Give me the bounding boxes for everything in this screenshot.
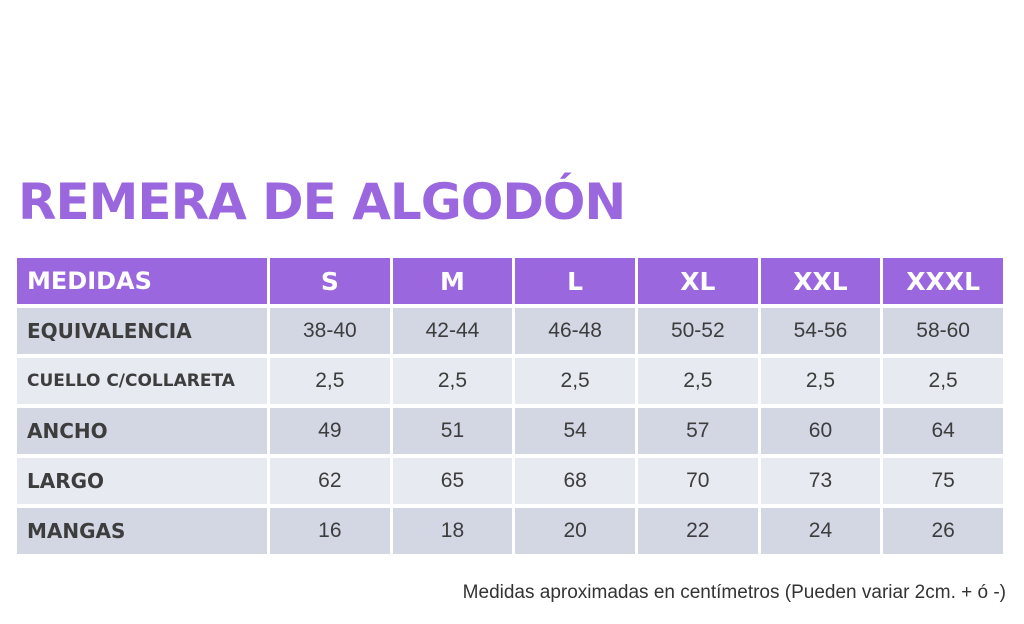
table-cell: 70 (637, 458, 758, 504)
table-cell: 42-44 (392, 308, 513, 354)
table-row: LARGO 62 65 68 70 73 75 (17, 458, 1003, 504)
row-label-cuello: CUELLO C/COLLARETA (17, 358, 267, 404)
table-cell: 2,5 (760, 358, 881, 404)
row-label-largo: LARGO (17, 458, 267, 504)
table-cell: 64 (883, 408, 1003, 454)
row-label-mangas: MANGAS (17, 508, 267, 554)
table-cell: 46-48 (515, 308, 635, 354)
header-size-xxl: XXL (760, 258, 881, 304)
header-size-l: L (515, 258, 635, 304)
table-cell: 73 (760, 458, 881, 504)
table-cell: 20 (515, 508, 635, 554)
table-cell: 49 (270, 408, 390, 454)
table-cell: 54-56 (760, 308, 881, 354)
table-cell: 2,5 (637, 358, 758, 404)
header-size-xxxl: XXXL (883, 258, 1003, 304)
header-size-m: M (392, 258, 513, 304)
table-cell: 2,5 (392, 358, 513, 404)
row-label-equivalencia: EQUIVALENCIA (17, 308, 267, 354)
header-size-s: S (270, 258, 390, 304)
table-cell: 50-52 (637, 308, 758, 354)
table-row: EQUIVALENCIA 38-40 42-44 46-48 50-52 54-… (17, 308, 1003, 354)
header-label: MEDIDAS (17, 258, 267, 304)
table-cell: 58-60 (883, 308, 1003, 354)
table-cell: 60 (760, 408, 881, 454)
table-cell: 16 (270, 508, 390, 554)
table-cell: 54 (515, 408, 635, 454)
table-header-row: MEDIDAS S M L XL XXL XXXL (17, 258, 1003, 304)
table-cell: 38-40 (270, 308, 390, 354)
table-cell: 22 (637, 508, 758, 554)
page-title: REMERA DE ALGODÓN (18, 173, 626, 231)
row-label-ancho: ANCHO (17, 408, 267, 454)
table-cell: 24 (760, 508, 881, 554)
table-row: ANCHO 49 51 54 57 60 64 (17, 408, 1003, 454)
table-cell: 68 (515, 458, 635, 504)
table-cell: 2,5 (270, 358, 390, 404)
table-cell: 18 (392, 508, 513, 554)
table-cell: 51 (392, 408, 513, 454)
table-cell: 62 (270, 458, 390, 504)
table-cell: 2,5 (883, 358, 1003, 404)
measurement-note: Medidas aproximadas en centímetros (Pued… (462, 582, 1006, 603)
table-cell: 26 (883, 508, 1003, 554)
table-cell: 2,5 (515, 358, 635, 404)
size-chart-table: MEDIDAS S M L XL XXL XXXL EQUIVALENCIA 3… (14, 254, 1006, 558)
table-row: CUELLO C/COLLARETA 2,5 2,5 2,5 2,5 2,5 2… (17, 358, 1003, 404)
table-row: MANGAS 16 18 20 22 24 26 (17, 508, 1003, 554)
table-cell: 75 (883, 458, 1003, 504)
table-cell: 57 (637, 408, 758, 454)
table-cell: 65 (392, 458, 513, 504)
header-size-xl: XL (637, 258, 758, 304)
